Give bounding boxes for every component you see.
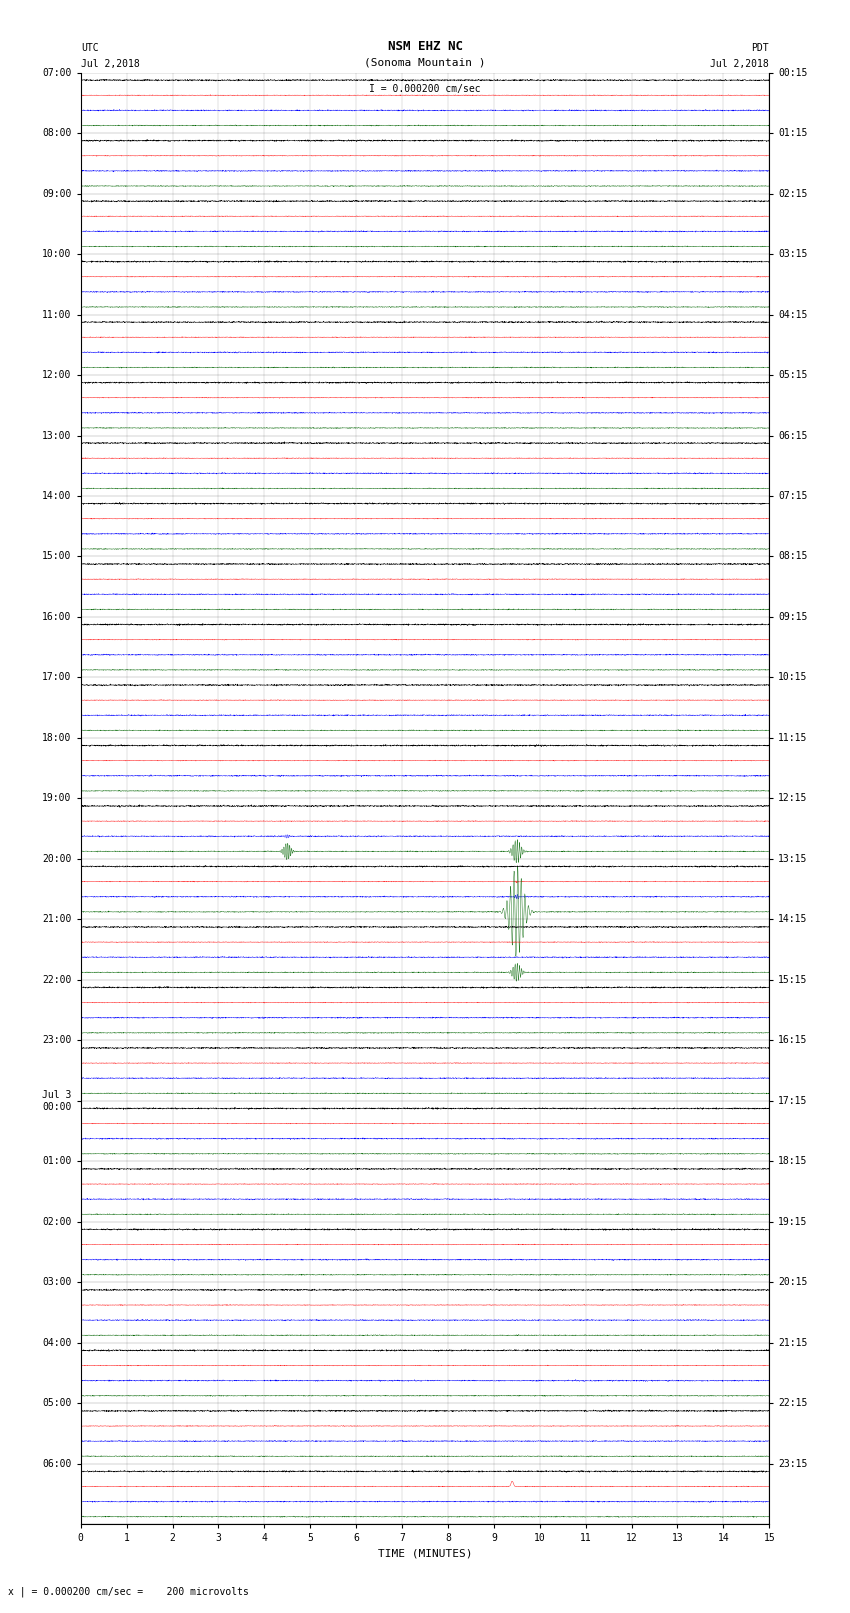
Text: Jul 2,2018: Jul 2,2018 xyxy=(81,60,139,69)
Text: (Sonoma Mountain ): (Sonoma Mountain ) xyxy=(365,58,485,68)
Text: NSM EHZ NC: NSM EHZ NC xyxy=(388,40,462,53)
Text: I = 0.000200 cm/sec: I = 0.000200 cm/sec xyxy=(369,84,481,94)
X-axis label: TIME (MINUTES): TIME (MINUTES) xyxy=(377,1548,473,1558)
Text: x | = 0.000200 cm/sec =    200 microvolts: x | = 0.000200 cm/sec = 200 microvolts xyxy=(8,1586,249,1597)
Text: UTC: UTC xyxy=(81,44,99,53)
Text: Jul 2,2018: Jul 2,2018 xyxy=(711,60,769,69)
Text: PDT: PDT xyxy=(751,44,769,53)
